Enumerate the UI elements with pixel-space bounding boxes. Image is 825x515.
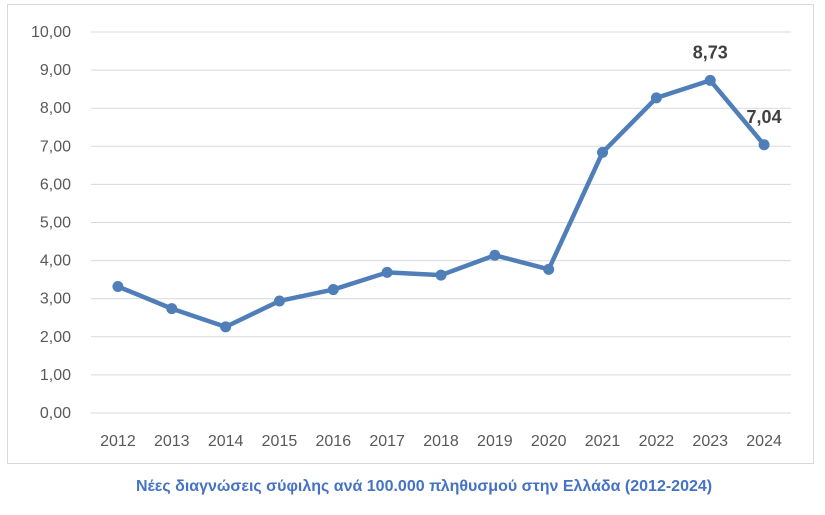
y-axis-tick-labels: 0,00 1,00 2,00 3,00 4,00 5,00 6,00 7,00 8,00 9,00… (31, 24, 71, 422)
x-tick-label: 2021 (585, 433, 621, 450)
data-point (489, 249, 501, 261)
series-line-path (115, 78, 767, 330)
x-tick-label: 2019 (477, 433, 513, 450)
chart-caption: Νέες διαγνώσεις σύφιλης ανά 100.000 πληθ… (136, 478, 713, 495)
x-tick-label: 2014 (208, 433, 244, 450)
data-labels: 8,73 7,04 (693, 42, 782, 126)
y-tick-label: 9,00 (40, 62, 71, 79)
data-point (597, 146, 609, 158)
data-point (758, 139, 770, 151)
x-axis-tick-labels: 2012 2013 2014 2015 2016 2017 2018 2019 2020 2021… (100, 433, 782, 450)
y-tick-label: 5,00 (40, 215, 71, 232)
y-tick-label: 6,00 (40, 176, 71, 193)
y-tick-label: 1,00 (40, 367, 71, 384)
y-tick-label: 3,00 (40, 291, 71, 308)
data-point (704, 74, 716, 86)
x-tick-label: 2018 (423, 433, 459, 450)
data-point (543, 263, 555, 275)
line-chart: 0,00 1,00 2,00 3,00 4,00 5,00 6,00 7,00 8,00 9,00… (31, 24, 791, 450)
data-point (381, 266, 393, 278)
y-tick-label: 0,00 (40, 405, 71, 422)
data-label: 8,73 (693, 42, 728, 62)
x-tick-label: 2020 (531, 433, 567, 450)
data-point (327, 284, 339, 296)
x-tick-label: 2015 (262, 433, 298, 450)
data-point (166, 303, 178, 315)
x-tick-label: 2017 (369, 433, 405, 450)
gridlines (91, 31, 791, 414)
y-tick-label: 10,00 (31, 24, 71, 41)
data-point (435, 269, 447, 281)
y-tick-label: 8,00 (40, 100, 71, 117)
series-points (112, 74, 770, 333)
y-tick-label: 2,00 (40, 329, 71, 346)
chart-frame: 0,00 1,00 2,00 3,00 4,00 5,00 6,00 7,00 8,00 9,00… (7, 4, 814, 464)
y-tick-label: 4,00 (40, 253, 71, 270)
data-point (650, 92, 662, 104)
x-tick-label: 2022 (639, 433, 675, 450)
x-tick-label: 2023 (692, 433, 728, 450)
data-point (220, 321, 232, 333)
data-label: 7,04 (747, 107, 782, 127)
y-tick-label: 7,00 (40, 138, 71, 155)
series-line (115, 78, 767, 330)
data-point (273, 295, 285, 307)
x-tick-label: 2016 (316, 433, 352, 450)
data-point (112, 281, 124, 293)
x-tick-label: 2013 (154, 433, 190, 450)
x-tick-label: 2024 (746, 433, 782, 450)
x-tick-label: 2012 (100, 433, 136, 450)
